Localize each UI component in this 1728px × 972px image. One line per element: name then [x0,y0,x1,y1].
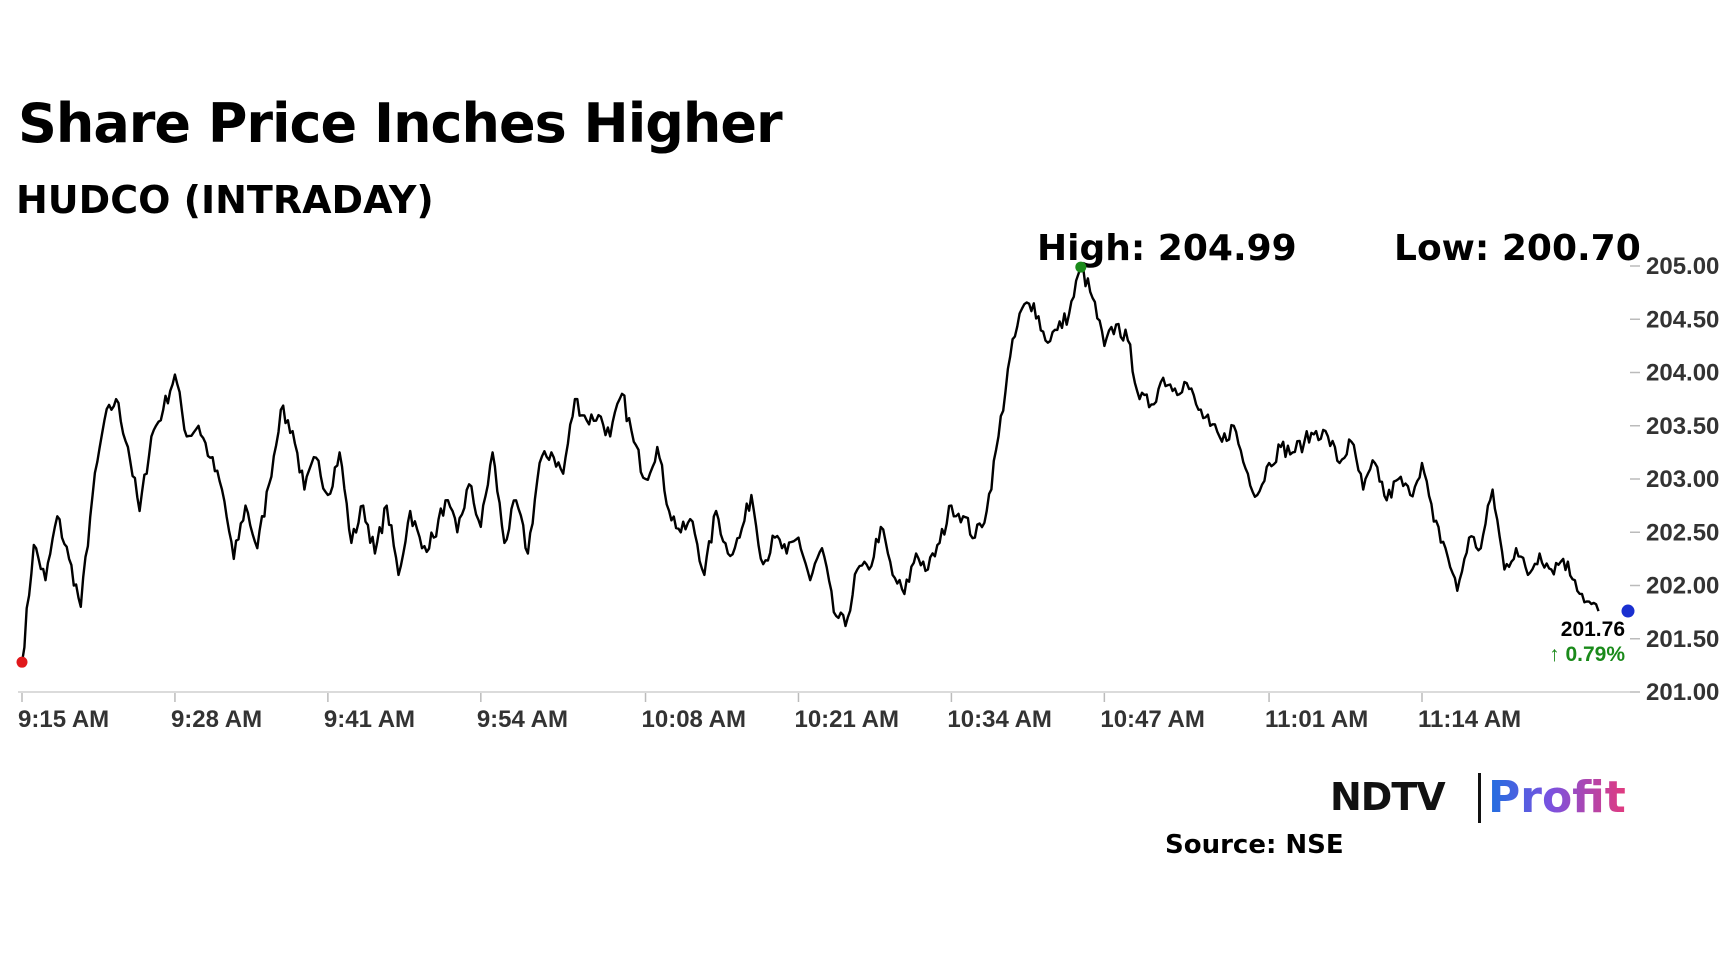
chart-subtitle: HUDCO (INTRADAY) [16,178,434,222]
change-label: ↑ 0.79% [1549,643,1625,666]
ndtv-logo: NDTV [1330,775,1446,819]
x-tick-label: 10:34 AM [947,706,1051,733]
x-tick-label: 10:47 AM [1100,706,1204,733]
x-tick-label: 9:54 AM [477,706,568,733]
last-price-label: 201.76 [1561,618,1625,641]
y-tick-label: 203.00 [1646,466,1719,493]
source-note: Source: NSE [1165,830,1344,860]
y-tick-label: 205.00 [1646,253,1719,280]
x-tick-label: 11:14 AM [1418,706,1521,733]
x-tick-label: 9:15 AM [18,706,109,733]
y-tick-label: 201.00 [1646,679,1719,706]
open-marker [16,656,28,668]
x-tick-label: 10:08 AM [642,706,746,733]
y-tick-label: 204.00 [1646,360,1719,387]
y-tick-label: 204.50 [1646,306,1719,333]
y-tick-label: 203.50 [1646,413,1719,440]
x-tick-label: 9:41 AM [324,706,415,733]
profit-logo: Profit [1488,772,1626,823]
logo-divider [1478,773,1481,823]
high-marker [1075,261,1087,273]
x-tick-label: 10:21 AM [794,706,898,733]
y-tick-label: 201.50 [1646,626,1719,653]
price-line [20,265,1600,663]
y-tick-label: 202.50 [1646,519,1719,546]
x-tick-label: 9:28 AM [171,706,262,733]
last-price-marker [1621,604,1635,618]
y-tick-label: 202.00 [1646,573,1719,600]
low-label: Low: 200.70 [1394,228,1641,269]
chart-title: Share Price Inches Higher [18,92,783,155]
x-tick-label: 11:01 AM [1265,706,1368,733]
